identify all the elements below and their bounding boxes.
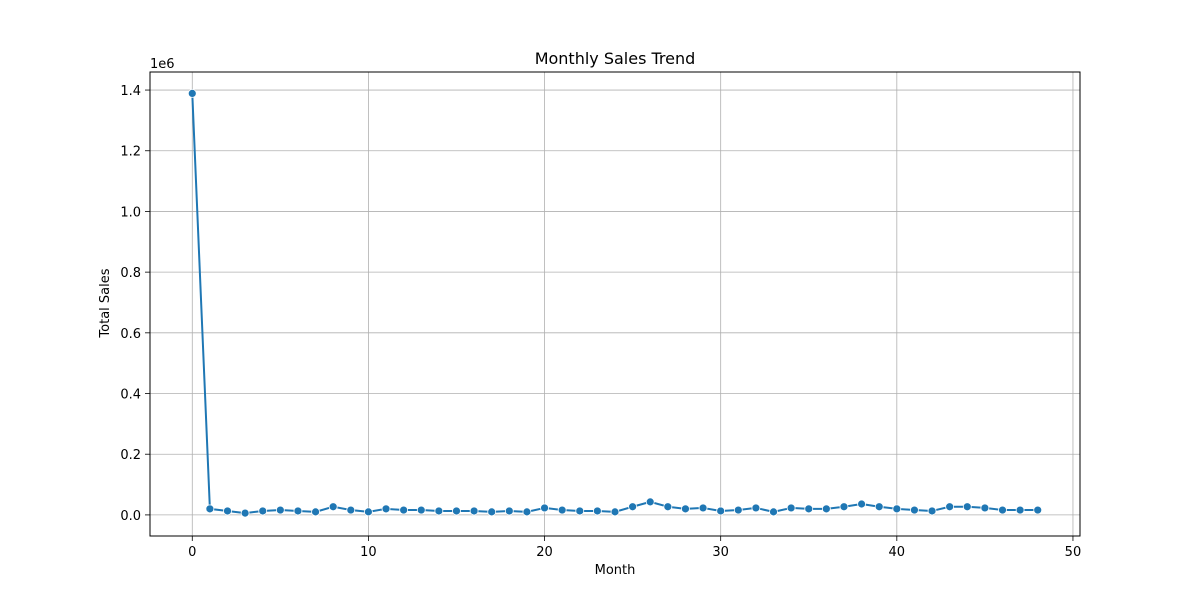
data-point [698, 503, 708, 513]
data-point [962, 502, 972, 512]
x-axis-label: Month [595, 563, 636, 578]
data-point [592, 506, 602, 516]
data-point [874, 502, 884, 512]
data-point [839, 502, 849, 512]
y-tick-label: 0.8 [120, 266, 141, 281]
data-point [205, 504, 215, 514]
data-point [240, 508, 250, 518]
y-tick-label: 0.6 [120, 327, 141, 342]
data-point [716, 506, 726, 516]
data-point [311, 507, 320, 517]
data-point [522, 507, 532, 517]
series-line [191, 93, 1038, 515]
x-tick-label: 10 [360, 545, 377, 560]
data-point [663, 502, 673, 512]
data-point [1015, 505, 1025, 515]
data-point [469, 506, 479, 516]
data-point [504, 506, 514, 516]
data-point [998, 505, 1007, 515]
data-point [258, 506, 268, 516]
y-tick-label: 1.0 [120, 205, 141, 220]
data-point [892, 504, 902, 514]
data-point [557, 505, 567, 515]
x-tick-label: 30 [712, 545, 729, 560]
data-point [945, 502, 955, 512]
x-tick-label: 50 [1065, 545, 1082, 560]
plot-frame [149, 71, 1081, 537]
data-point [223, 506, 232, 516]
y-axis-offset-label: 1e6 [150, 57, 175, 72]
y-tick-label: 0.4 [120, 388, 141, 403]
data-point [821, 504, 831, 514]
data-point [645, 497, 655, 507]
data-point [804, 504, 814, 514]
data-point [275, 505, 285, 515]
y-tick-label: 1.2 [120, 145, 141, 160]
data-point [980, 503, 990, 513]
data-point [328, 502, 338, 512]
y-tick-label: 0.0 [120, 509, 141, 524]
data-point [487, 507, 497, 517]
data-point [540, 503, 549, 513]
data-point [610, 507, 620, 517]
x-tick-label: 40 [889, 545, 906, 560]
data-point [857, 499, 866, 509]
series-layer [187, 88, 1043, 518]
data-point [452, 506, 461, 516]
data-point [910, 505, 919, 515]
data-point [1033, 505, 1043, 515]
data-point [187, 88, 197, 98]
x-tick-label: 20 [536, 545, 553, 560]
data-point [769, 507, 778, 517]
data-point [399, 505, 409, 515]
y-tick-label: 1.4 [120, 84, 141, 99]
data-point [381, 504, 391, 514]
data-point [346, 505, 356, 515]
y-axis-label: Total Sales [98, 268, 113, 338]
data-point [733, 505, 743, 515]
grid-lines [150, 72, 1080, 536]
axis-ticks: 0 10 20 30 40 50 0.0 0.2 0.4 0.6 0.8 1.0 1.2 1.4 [120, 84, 1081, 560]
y-tick-label: 0.2 [120, 448, 141, 463]
data-point [786, 503, 796, 513]
data-point [751, 503, 761, 513]
data-point [927, 506, 937, 516]
data-point [293, 506, 303, 516]
chart-title: Monthly Sales Trend [535, 49, 696, 68]
data-point [434, 506, 444, 516]
data-point [681, 504, 690, 514]
data-point [416, 505, 426, 515]
data-point [628, 502, 638, 512]
data-point [364, 507, 373, 517]
data-point [575, 506, 585, 516]
x-tick-label: 0 [188, 545, 196, 560]
